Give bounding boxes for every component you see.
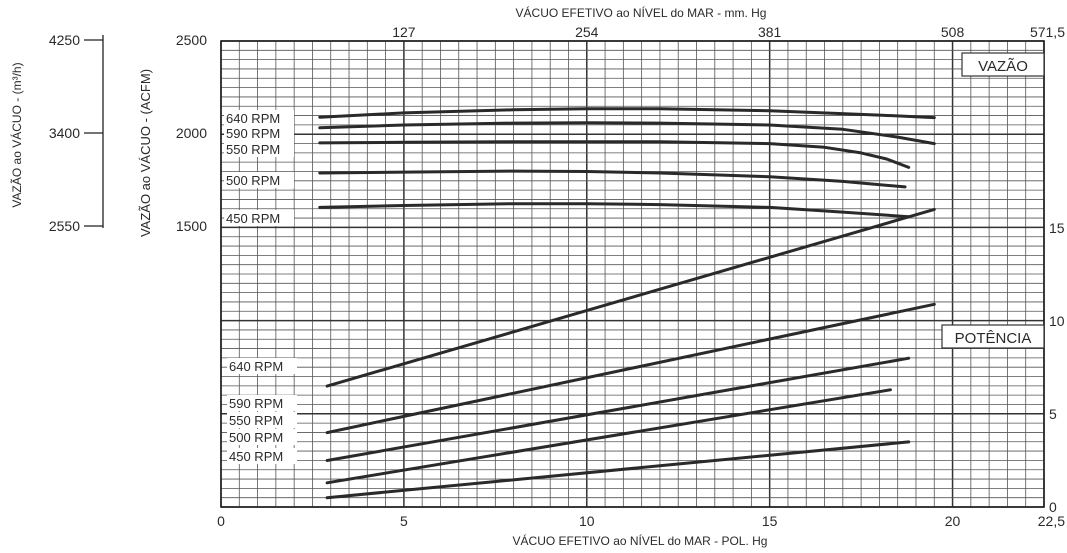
right-tick-label: 15 xyxy=(1049,220,1065,236)
power-500-rpm-label-bg xyxy=(227,429,297,445)
plot-frame xyxy=(220,40,1045,508)
power-450-rpm-label-bg xyxy=(227,448,297,464)
bottom-tick-label: 0 xyxy=(217,513,225,529)
flow-line-500-rpm xyxy=(318,169,907,189)
right-axis-ticks: 15 10 5 0 xyxy=(1049,220,1065,515)
m3h-tick-label: 2550 xyxy=(49,218,80,234)
right-tick-label: 10 xyxy=(1049,313,1065,329)
top-tick-label: 127 xyxy=(392,24,416,40)
acfm-tick-label: 2000 xyxy=(176,125,207,141)
flow-500-rpm-label: 500 RPM xyxy=(226,173,280,188)
bottom-tick-label: 22,5 xyxy=(1038,513,1065,529)
flow-panel-label: VAZÃO xyxy=(961,52,1045,77)
power-590-rpm-label: 590 RPM xyxy=(229,396,283,411)
flow-panel-title: VAZÃO xyxy=(978,58,1028,75)
power-450-rpm-label: 450 RPM xyxy=(229,449,283,464)
left-axis-m3h-title: VAZÃO ao VÁCUO - (m³/h) xyxy=(9,62,24,207)
power-line-590-rpm xyxy=(325,302,936,435)
right-tick-label: 0 xyxy=(1049,499,1057,515)
top-axis-ticks: 127 254 381 508 571,5 xyxy=(392,24,1065,40)
m3h-tick-label: 4250 xyxy=(49,32,80,48)
flow-line-450-rpm xyxy=(318,202,911,219)
flow-450-rpm-label-bg xyxy=(224,210,294,226)
top-axis-title: VÁCUO EFETIVO ao NÍVEL do MAR - mm. Hg xyxy=(516,5,767,20)
top-tick-label: 508 xyxy=(941,24,965,40)
bottom-axis-ticks: 0 5 10 15 20 22,5 xyxy=(217,513,1065,529)
power-line-500-rpm xyxy=(325,388,892,485)
flow-curves xyxy=(318,107,936,219)
left-axis-m3h: 4250 3400 2550 xyxy=(49,32,104,234)
acfm-tick-label: 1500 xyxy=(176,218,207,234)
power-line-640-rpm xyxy=(325,207,936,388)
power-640-rpm-label: 640 RPM xyxy=(229,359,283,374)
top-tick-label: 381 xyxy=(758,24,782,40)
power-550-rpm-label-bg xyxy=(227,412,297,428)
power-panel-label: POTÊNCIA xyxy=(941,324,1045,349)
bottom-tick-label: 15 xyxy=(762,513,778,529)
flow-line-590-rpm xyxy=(318,121,936,146)
power-line-550-rpm xyxy=(325,356,911,462)
power-line-450-rpm xyxy=(325,440,911,500)
power-500-rpm-label: 500 RPM xyxy=(229,430,283,445)
m3h-tick-label: 3400 xyxy=(49,125,80,141)
top-tick-label: 571,5 xyxy=(1030,24,1065,40)
flow-550-rpm-label: 550 RPM xyxy=(226,142,280,157)
flow-450-rpm-label: 450 RPM xyxy=(226,211,280,226)
acfm-tick-label: 2500 xyxy=(176,32,207,48)
flow-590-rpm-label: 590 RPM xyxy=(226,126,280,141)
flow-640-rpm-label: 640 RPM xyxy=(226,111,280,126)
power-panel-title: POTÊNCIA xyxy=(955,330,1032,347)
bottom-tick-label: 20 xyxy=(945,513,961,529)
right-tick-label: 5 xyxy=(1049,406,1057,422)
flow-590-rpm-label-bg xyxy=(224,125,294,141)
flow-550-rpm-label-bg xyxy=(224,141,294,157)
power-550-rpm-label: 550 RPM xyxy=(229,413,283,428)
flow-line-550-rpm xyxy=(318,140,911,169)
power-640-rpm-label-bg xyxy=(227,358,297,374)
left-axis-acfm-ticks: 2500 2000 1500 xyxy=(176,32,207,234)
bottom-tick-label: 10 xyxy=(579,513,595,529)
top-tick-label: 254 xyxy=(575,24,599,40)
grid xyxy=(220,40,1045,508)
flow-640-rpm-label-bg xyxy=(224,110,294,126)
power-590-rpm-label-bg xyxy=(227,395,297,411)
bottom-tick-label: 5 xyxy=(400,513,408,529)
left-axis-acfm-title: VAZÃO ao VÁCUO - (ACFM) xyxy=(138,69,153,237)
power-curves xyxy=(325,207,936,500)
flow-line-640-rpm xyxy=(318,107,936,120)
flow-500-rpm-label-bg xyxy=(224,172,294,188)
bottom-axis-title: VÁCUO EFETIVO ao NÍVEL do MAR - POL. Hg xyxy=(513,533,768,548)
